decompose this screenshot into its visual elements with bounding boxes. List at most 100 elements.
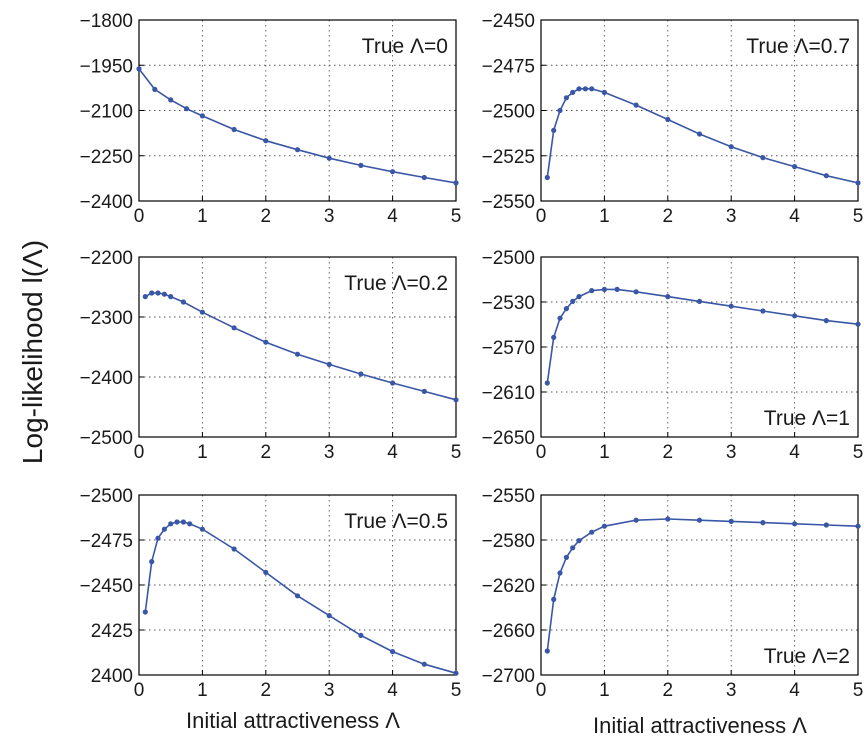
data-point: [563, 95, 570, 101]
data-point: [199, 526, 205, 532]
chart-panel-3: 0 1 2 3 4 5 −2500 −2400 −2300 −2200 True Λ=0.2: [80, 248, 462, 463]
data-point: [358, 371, 364, 377]
data-point: [563, 306, 570, 312]
data-point: [326, 361, 332, 367]
data-point: [557, 107, 563, 114]
data-point: [199, 309, 205, 315]
data-point: [168, 521, 174, 527]
data-point: [263, 138, 269, 144]
x-tick-label: 2: [663, 442, 674, 463]
y-tick-label: −2580: [482, 531, 535, 552]
data-point: [601, 286, 608, 292]
data-point: [696, 298, 703, 304]
x-tick-label: 4: [789, 442, 800, 463]
x-tick-label: 5: [451, 442, 462, 463]
series-line: [144, 521, 457, 674]
x-tick-label: 0: [134, 680, 145, 701]
data-point: [231, 546, 237, 552]
x-tick-label: 1: [197, 442, 208, 463]
data-point: [601, 523, 608, 529]
data-point: [570, 545, 576, 551]
y-tick-label: −2500: [482, 102, 535, 123]
x-tick-label: 2: [261, 206, 272, 227]
chart-panel-2: 0 1 2 3 4 5 −2550 −2525 −2500 −2475 −2450 True Λ=0.…: [482, 11, 864, 227]
data-point: [152, 86, 158, 92]
data-point: [551, 334, 557, 340]
x-tick-label: 2: [663, 680, 674, 701]
series-line: [138, 68, 457, 184]
chart-panel-4: 0 1 2 3 4 5 −2650 −2610 −2570 −2530 −2500 True Λ=1: [482, 248, 864, 463]
data-point: [570, 89, 576, 95]
y-tick-label: −2400: [80, 192, 133, 213]
data-point: [792, 521, 798, 527]
y-tick-label: −2250: [80, 147, 133, 168]
x-axis-title-left: Initial attractiveness Λ: [186, 708, 400, 733]
x-tick-label: 2: [663, 206, 674, 227]
data-point: [180, 299, 186, 305]
data-point: [168, 97, 174, 103]
data-point: [589, 86, 595, 92]
y-tick-label: −2200: [80, 248, 133, 269]
data-point: [551, 127, 557, 133]
x-tick-label: 3: [726, 442, 737, 463]
data-point: [149, 559, 155, 565]
data-point: [570, 298, 576, 304]
y-tick-label: −2475: [482, 56, 535, 77]
y-tick-label: −2620: [482, 576, 535, 597]
y-tick-label: −2500: [80, 428, 133, 449]
y-tick-label: −2610: [482, 383, 535, 404]
y-tick-label: −2500: [80, 486, 133, 507]
data-point: [263, 339, 269, 345]
x-tick-label: 4: [387, 680, 398, 701]
chart-panel-5: 0 1 2 3 4 5 2400 2425 −2450 −2475 −2500 True Λ=0.5: [80, 486, 462, 701]
data-point: [544, 380, 550, 386]
data-point: [421, 388, 427, 394]
x-tick-label: 0: [536, 206, 547, 227]
y-tick-label: 2400: [91, 666, 133, 687]
data-point: [823, 522, 829, 528]
data-point: [582, 86, 589, 92]
data-point: [544, 174, 550, 181]
y-axis-title: Log-likelihood l(Λ): [17, 240, 48, 464]
chart-panel-6: 0 1 2 3 4 5 −2700 −2660 −2620 −2580 −2550 True Λ=2: [482, 486, 864, 701]
series-line: [546, 88, 859, 184]
x-axis-title-right: Initial attractiveness Λ: [593, 713, 807, 738]
x-tick-label: 0: [134, 206, 145, 227]
data-point: [168, 294, 174, 300]
data-point: [390, 380, 396, 386]
data-point: [231, 325, 237, 331]
data-point: [390, 649, 396, 655]
data-point: [149, 290, 155, 296]
x-tick-label: 1: [197, 680, 208, 701]
x-tick-label: 3: [324, 680, 335, 701]
y-tick-label: −2450: [482, 11, 535, 32]
data-point: [665, 294, 671, 300]
y-tick-label: −2530: [482, 293, 535, 314]
x-tick-label: 4: [789, 680, 800, 701]
x-tick-label: 0: [536, 442, 547, 463]
data-point: [544, 648, 550, 654]
data-point: [155, 290, 161, 296]
y-tick-label: −2400: [80, 368, 133, 389]
data-point: [326, 613, 332, 619]
y-tick-label: −2650: [482, 428, 535, 449]
data-point: [453, 180, 459, 186]
y-tick-label: −2500: [482, 248, 535, 269]
y-tick-label: −2525: [482, 147, 535, 168]
data-point: [326, 155, 332, 161]
x-tick-label: 3: [726, 680, 737, 701]
data-point: [557, 315, 563, 321]
plot-frame: [138, 256, 457, 438]
data-point: [728, 518, 734, 525]
data-point: [136, 66, 142, 72]
data-point: [358, 632, 364, 639]
data-point: [760, 520, 766, 526]
y-tick-label: −2570: [482, 338, 535, 359]
data-point: [792, 313, 798, 319]
x-tick-label: 0: [536, 680, 547, 701]
data-point: [760, 155, 766, 161]
x-tick-label: 4: [387, 206, 398, 227]
data-point: [390, 169, 396, 175]
data-point: [142, 294, 148, 300]
data-point: [855, 180, 861, 186]
